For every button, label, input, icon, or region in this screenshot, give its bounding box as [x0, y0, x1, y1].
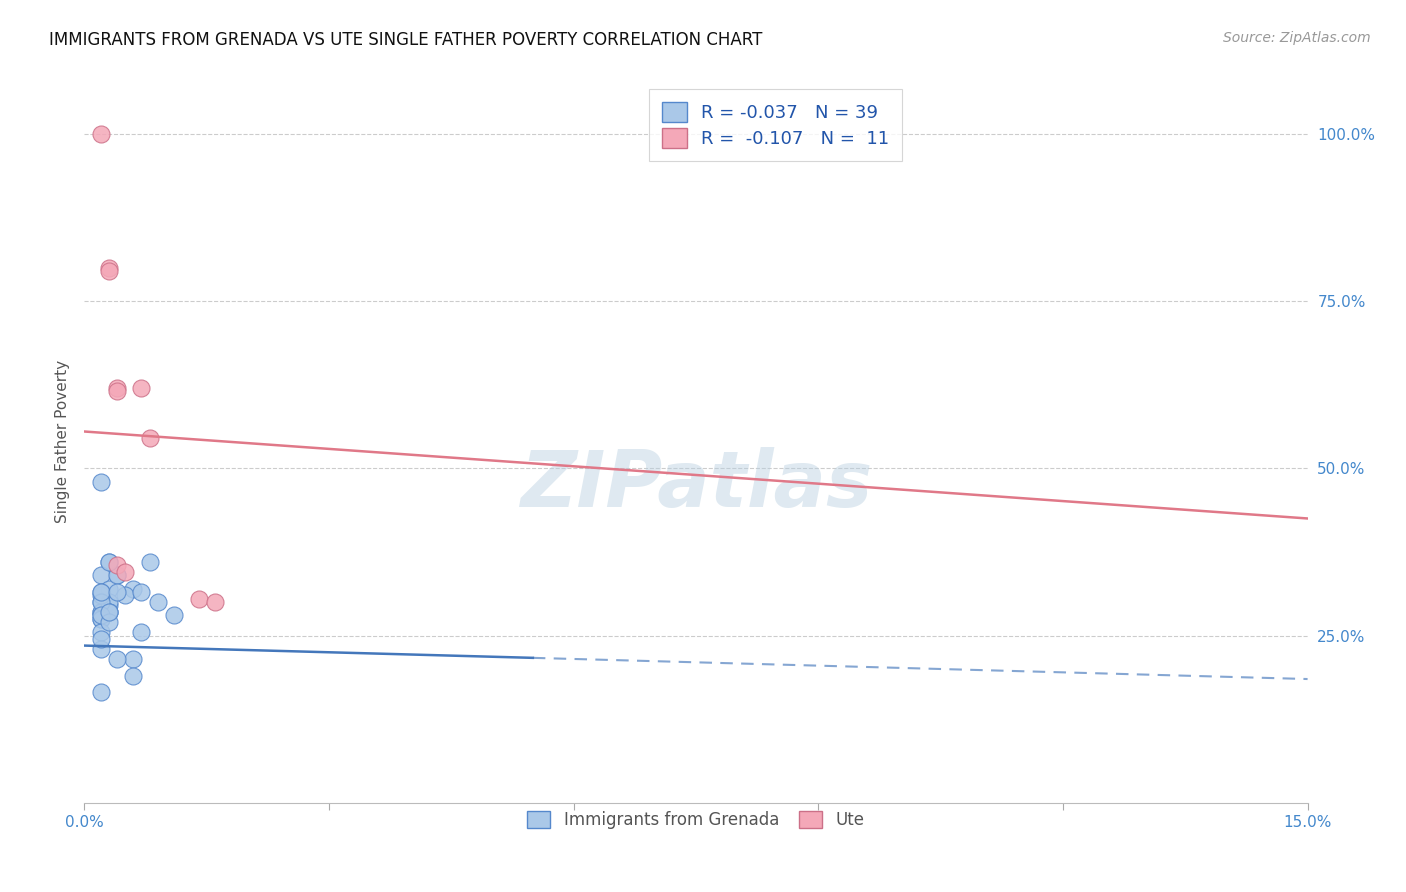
Point — [105, 381, 128, 395]
Point — [90, 612, 112, 626]
Point — [146, 595, 169, 609]
Text: IMMIGRANTS FROM GRENADA VS UTE SINGLE FATHER POVERTY CORRELATION CHART: IMMIGRANTS FROM GRENADA VS UTE SINGLE FA… — [49, 31, 762, 49]
Point — [163, 608, 186, 623]
Point — [122, 669, 145, 683]
Point — [90, 608, 112, 623]
Point — [105, 558, 128, 573]
Point — [105, 652, 128, 666]
Point — [131, 585, 153, 599]
Point — [114, 565, 136, 579]
Point — [97, 264, 120, 278]
Point — [90, 589, 112, 603]
Point — [97, 615, 120, 630]
Point — [90, 585, 112, 599]
Point — [97, 599, 120, 613]
Point — [114, 589, 136, 603]
Point — [131, 381, 153, 395]
Point — [97, 595, 120, 609]
Point — [187, 591, 209, 606]
Point — [97, 605, 120, 619]
Point — [90, 595, 112, 609]
Point — [105, 585, 128, 599]
Point — [90, 475, 112, 489]
Point — [97, 555, 120, 569]
Point — [138, 555, 160, 569]
Point — [90, 642, 112, 657]
Point — [204, 595, 226, 609]
Point — [90, 632, 112, 646]
Point — [90, 685, 112, 699]
Text: Source: ZipAtlas.com: Source: ZipAtlas.com — [1223, 31, 1371, 45]
Legend: Immigrants from Grenada, Ute: Immigrants from Grenada, Ute — [519, 803, 873, 838]
Point — [90, 605, 112, 619]
Point — [105, 568, 128, 582]
Point — [90, 568, 112, 582]
Point — [105, 384, 128, 399]
Point — [97, 582, 120, 596]
Point — [122, 652, 145, 666]
Point — [97, 605, 120, 619]
Point — [90, 585, 112, 599]
Point — [97, 260, 120, 275]
Point — [105, 568, 128, 582]
Point — [138, 431, 160, 445]
Y-axis label: Single Father Poverty: Single Father Poverty — [55, 360, 70, 523]
Point — [90, 595, 112, 609]
Point — [90, 612, 112, 626]
Point — [122, 582, 145, 596]
Point — [90, 625, 112, 640]
Text: ZIPatlas: ZIPatlas — [520, 447, 872, 523]
Point — [90, 127, 112, 141]
Point — [90, 608, 112, 623]
Point — [90, 605, 112, 619]
Point — [97, 555, 120, 569]
Point — [97, 605, 120, 619]
Point — [131, 625, 153, 640]
